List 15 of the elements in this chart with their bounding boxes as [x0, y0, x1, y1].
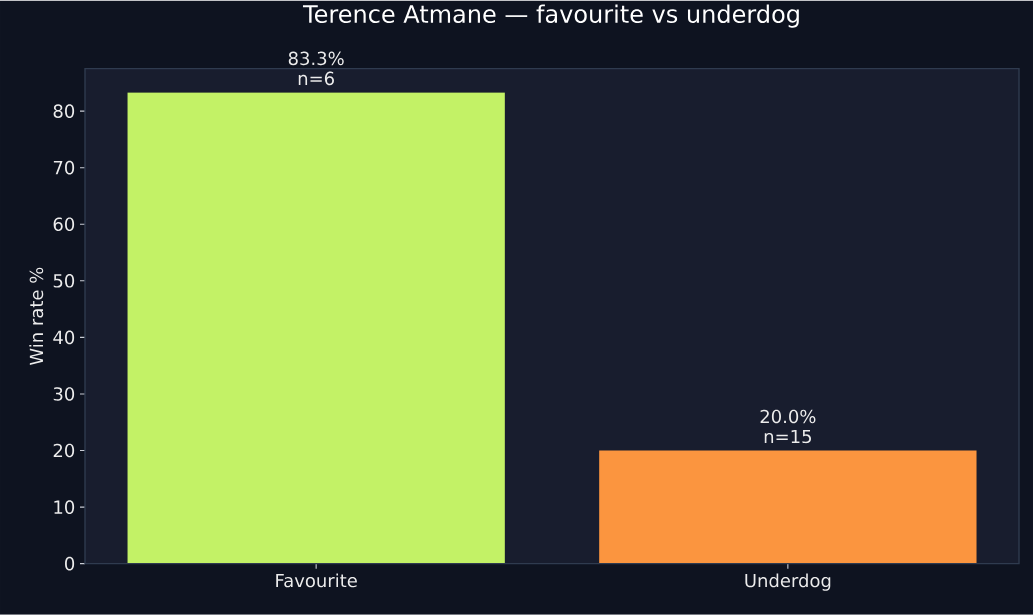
y-tick-label: 80 — [53, 104, 75, 119]
y-tick-label: 0 — [65, 557, 75, 571]
y-tick-label: 60 — [53, 217, 75, 232]
y-axis-title: Win rate % — [29, 267, 44, 366]
y-tick-label: 40 — [53, 330, 75, 345]
y-tick-label: 30 — [53, 387, 75, 401]
y-tick-label: 10 — [54, 500, 75, 515]
y-tick-label: 50 — [53, 274, 75, 288]
x-tick-label: Underdog — [745, 573, 831, 591]
y-tick-label: 20 — [53, 443, 75, 458]
x-tick-label: Favourite — [276, 573, 357, 588]
chart-title: Terence Atmane — favourite vs underdog — [302, 4, 799, 28]
data-label: 20.0% n=15 — [760, 409, 816, 444]
y-tick-label: 70 — [53, 161, 75, 175]
data-label: 83.3% n=6 — [288, 51, 344, 86]
